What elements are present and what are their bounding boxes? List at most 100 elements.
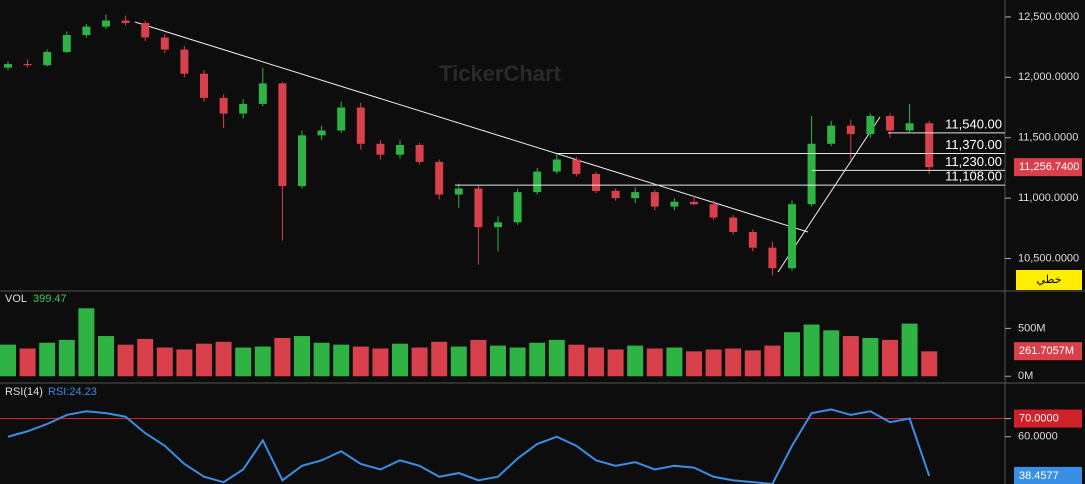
volume-bar <box>882 339 898 377</box>
volume-bar <box>39 342 56 377</box>
candle-body <box>670 201 679 207</box>
volume-bar <box>117 344 134 377</box>
candle-body <box>317 130 326 136</box>
volume-bar <box>450 346 467 377</box>
volume-bar <box>294 336 310 377</box>
volume-title: VOL <box>5 293 27 305</box>
rsi-title: RSI(14) <box>5 386 43 398</box>
candle-body <box>200 73 208 98</box>
volume-bar <box>392 343 408 377</box>
last-value-label: 261.7057M <box>1019 345 1074 357</box>
reference-label: 70.0000 <box>1019 412 1059 424</box>
level-label: 11,540.00 <box>945 116 1002 131</box>
volume-bar <box>921 351 938 377</box>
last-value-label: 11,256.7400 <box>1019 161 1079 173</box>
candle-body <box>102 20 110 27</box>
volume-bar <box>784 332 800 377</box>
candle-body <box>533 171 542 193</box>
volume-bar <box>627 345 644 377</box>
candle-body <box>435 161 444 195</box>
y-tick-label: 12,500.0000 <box>1018 11 1079 23</box>
candle-body <box>239 103 248 114</box>
volume-bar <box>78 308 95 377</box>
volume-bar <box>862 337 879 377</box>
volume-bar <box>509 347 526 377</box>
rsi-indicator: RSI:24.23 <box>48 386 97 398</box>
volume-bar <box>744 350 761 377</box>
volume-bar <box>607 349 624 377</box>
y-tick-label: 0M <box>1018 370 1033 382</box>
candle-body <box>650 192 659 207</box>
candle-body <box>768 247 777 269</box>
candle-body <box>611 190 620 199</box>
rsi <box>7 408 931 484</box>
volume-bar <box>196 343 212 377</box>
volume-bar <box>588 347 604 377</box>
candle-body <box>337 107 346 131</box>
volume-bar <box>372 348 389 377</box>
watermark: TickerChart <box>439 61 562 86</box>
candle-body <box>690 201 698 205</box>
volume-bar <box>411 347 428 377</box>
volume-bar <box>646 348 663 377</box>
candle-body <box>709 204 718 218</box>
candle-body <box>376 143 385 155</box>
candle-body <box>62 35 71 52</box>
y-tick-label: 60.0000 <box>1018 431 1058 443</box>
candle-body <box>846 125 855 135</box>
level-label: 11,370.00 <box>945 137 1002 152</box>
volume-bars <box>0 308 938 377</box>
level-label: 11,230.00 <box>945 154 1002 169</box>
volume-bar <box>313 342 330 377</box>
candle-body <box>866 116 875 135</box>
candle-body <box>513 192 522 223</box>
volume-bar <box>431 341 448 377</box>
volume-bar <box>254 346 271 377</box>
volume-bar <box>235 347 252 377</box>
candle-body <box>474 188 483 228</box>
candle-body <box>278 83 287 187</box>
volume-bar <box>333 344 350 377</box>
candles <box>4 14 934 276</box>
volume-bar <box>58 339 75 377</box>
volume-bar <box>548 339 565 377</box>
volume-bar <box>666 347 683 377</box>
volume-bar <box>764 345 781 377</box>
volume-bar <box>274 337 291 377</box>
candle-body <box>43 51 52 66</box>
y-tick-label: 10,500.0000 <box>1018 252 1079 264</box>
candle-body <box>454 188 463 195</box>
y-tick-label: 12,000.0000 <box>1018 71 1079 83</box>
rsi-line <box>7 408 931 484</box>
candle-body <box>788 204 796 269</box>
candle-body <box>219 97 228 114</box>
volume-bar <box>529 342 546 377</box>
y-tick-label: 11,000.0000 <box>1018 192 1078 204</box>
y-tick-label: 500M <box>1018 322 1046 334</box>
candle-body <box>572 159 581 174</box>
volume-bar <box>490 345 506 377</box>
chart-style-badge[interactable] <box>1016 270 1082 290</box>
candle-body <box>827 125 836 144</box>
candle-body <box>396 145 404 155</box>
candle-body <box>23 64 32 66</box>
last-value-box <box>1014 342 1082 361</box>
volume-bar <box>137 338 154 377</box>
chart-style-label: خطي <box>1037 274 1062 286</box>
candle-body <box>886 116 894 131</box>
candle-body <box>729 217 738 232</box>
volume-bar <box>0 344 16 377</box>
candle-body <box>592 174 600 191</box>
volume-bar <box>823 330 840 377</box>
candle-body <box>258 83 267 104</box>
volume-bar <box>176 349 193 377</box>
candle-body <box>748 232 757 248</box>
volume-bar <box>686 351 702 377</box>
reference-box <box>1014 409 1082 428</box>
candle-body <box>905 123 914 131</box>
candle-body <box>180 49 189 74</box>
trend-line <box>134 21 809 233</box>
candle-body <box>356 107 365 144</box>
